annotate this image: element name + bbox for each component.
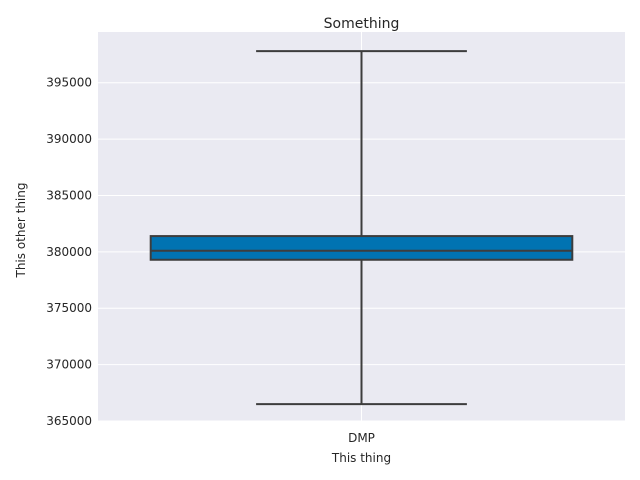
x-axis-label: This thing	[331, 451, 391, 465]
y-tick-label: 370000	[46, 358, 92, 372]
y-tick-label: 385000	[46, 188, 92, 202]
x-tick-labels: DMP	[348, 431, 375, 445]
y-tick-label: 380000	[46, 245, 92, 259]
y-tick-label: 375000	[46, 301, 92, 315]
x-tick-label: DMP	[348, 431, 375, 445]
y-tick-label: 365000	[46, 414, 92, 428]
y-tick-label: 390000	[46, 132, 92, 146]
chart-title: Something	[324, 16, 400, 32]
box-iqr	[149, 235, 574, 261]
boxes-group	[149, 50, 574, 406]
y-tick-label: 395000	[46, 76, 92, 90]
y-tick-labels: 365000 370000 375000 380000 385000 390000 3950…	[46, 76, 92, 428]
y-axis-label: This other thing	[14, 183, 28, 279]
